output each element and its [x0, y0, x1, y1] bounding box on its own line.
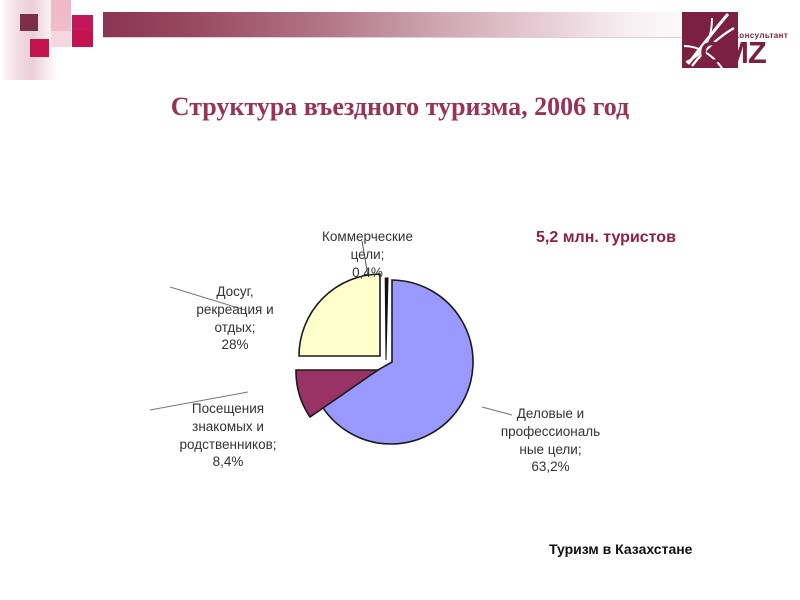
pie-chart-svg [149, 240, 513, 445]
gmz-logo-mark-icon [682, 12, 738, 68]
leader-line-commercial [361, 240, 369, 277]
leader-line-visiting [149, 391, 249, 411]
leader-line-leisure [169, 286, 246, 311]
pie-label-leisure: Досуг, рекреация и отдых; 28% [196, 284, 274, 353]
header-fade-gradient [0, 0, 58, 80]
gmz-logo: Консультант GMZ [672, 8, 794, 72]
pie-chart: Коммерческие цели; 0,4% Досуг, рекреация… [0, 160, 800, 560]
mosaic-square-crimson-top [72, 15, 93, 31]
mosaic-square-crimson-bottom [30, 39, 49, 57]
pie-label-visiting: Посещения знакомых и родственников; 8,4% [179, 401, 277, 470]
mosaic-square-pink-upper [51, 0, 71, 15]
mosaic-square-darkmaroon [20, 14, 38, 31]
pie-slice-visiting [295, 369, 381, 419]
mosaic-square-lightpink [51, 15, 71, 31]
pie-slice-leisure [298, 273, 381, 357]
header-decoration [0, 0, 800, 80]
mosaic-square-palepink [51, 31, 71, 47]
logo-wordmark: GMZ [700, 35, 767, 70]
logo-tagline: Консультант [734, 31, 789, 40]
pie-slice-business [318, 279, 474, 445]
header-gradient-band [103, 12, 683, 38]
pie-label-business: Деловые и профессиональ ные цели; 63,2% [500, 406, 601, 475]
leader-line-business [481, 406, 513, 416]
total-tourists-annotation: 5,2 млн. туристов [536, 229, 676, 246]
mosaic-square-crimson-mid [72, 31, 93, 47]
pie-slice-commercial [384, 277, 389, 361]
footer-note: Туризм в Казахстане [549, 541, 693, 557]
page-title: Структура въездного туризма, 2006 год [170, 92, 630, 121]
pie-label-commercial: Коммерческие цели; 0,4% [322, 229, 413, 280]
